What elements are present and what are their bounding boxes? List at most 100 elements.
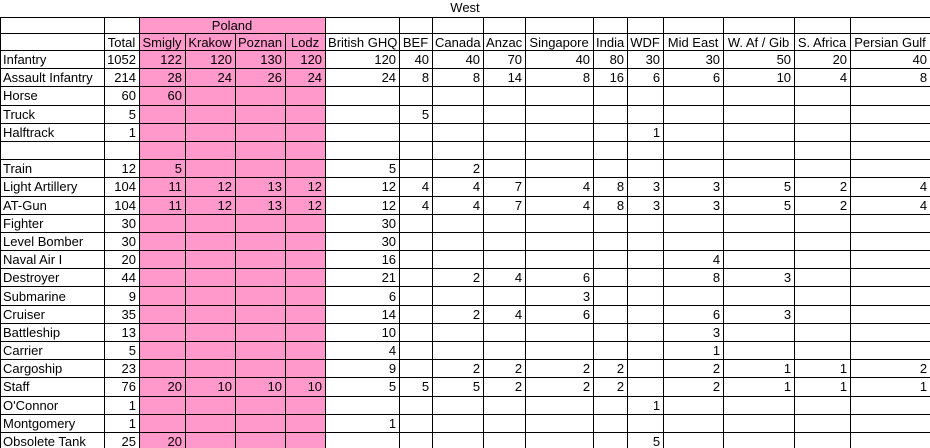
cell-obsolete-tank-wdf[interactable]: 5: [627, 431, 665, 448]
cell-staff-persian-gulf[interactable]: 1: [850, 377, 930, 397]
poland-group-header-cell[interactable]: Poland: [138, 17, 327, 34]
cell-horse-krakow[interactable]: [185, 86, 236, 106]
cell-naval-air-i-wdf[interactable]: [627, 250, 665, 270]
cell-train-british-ghq[interactable]: 5: [325, 159, 401, 179]
cell-carrier-s-africa[interactable]: [794, 340, 852, 361]
group-spacer-cell[interactable]: [627, 17, 665, 34]
cell-carrier-smigly[interactable]: [139, 340, 186, 361]
cell-submarine-persian-gulf[interactable]: [850, 286, 930, 306]
sheet-title-cell[interactable]: West: [450, 0, 480, 15]
cell-light-artillery-anzac[interactable]: 7: [483, 177, 527, 197]
cell-horse-persian-gulf[interactable]: [850, 86, 930, 106]
cell-cruiser-canada[interactable]: 2: [432, 304, 485, 324]
cell-naval-air-i-lodz[interactable]: [284, 250, 327, 270]
cell-assault-infantry-total[interactable]: 214: [104, 68, 140, 88]
row-label-fighter[interactable]: Fighter: [0, 213, 105, 233]
cell-carrier-poznan[interactable]: [235, 340, 286, 361]
cell-assault-infantry-india[interactable]: 16: [593, 68, 629, 88]
cell-blank-w-af-gib[interactable]: [723, 140, 796, 161]
cell-at-gun-wdf[interactable]: 3: [627, 195, 665, 215]
cell-montgomery-mid-east[interactable]: [663, 413, 725, 433]
cell-battleship-mid-east[interactable]: 3: [663, 322, 725, 343]
cell-at-gun-singapore[interactable]: 4: [525, 195, 595, 215]
cell-train-india[interactable]: [593, 159, 629, 179]
cell-infantry-india[interactable]: 80: [593, 49, 629, 70]
cell-staff-bef[interactable]: 5: [399, 377, 434, 397]
cell-cargoship-canada[interactable]: 2: [432, 359, 485, 379]
cell-obsolete-tank-bef[interactable]: [399, 431, 434, 448]
cell-staff-anzac[interactable]: 2: [483, 377, 527, 397]
cell-horse-s-africa[interactable]: [794, 86, 852, 106]
cell-horse-canada[interactable]: [432, 86, 485, 106]
cell-carrier-persian-gulf[interactable]: [850, 340, 930, 361]
cell-at-gun-poznan[interactable]: 13: [235, 195, 286, 215]
cell-fighter-anzac[interactable]: [483, 213, 527, 233]
cell-train-krakow[interactable]: [185, 159, 236, 179]
cell-naval-air-i-total[interactable]: 20: [104, 250, 140, 270]
cell-infantry-bef[interactable]: 40: [399, 49, 434, 70]
column-header-bef[interactable]: BEF: [399, 33, 434, 51]
cell-cruiser-poznan[interactable]: [235, 304, 286, 324]
cell-battleship-poznan[interactable]: [235, 322, 286, 343]
cell-carrier-w-af-gib[interactable]: [723, 340, 796, 361]
cell-train-poznan[interactable]: [235, 159, 286, 179]
cell-fighter-wdf[interactable]: [627, 213, 665, 233]
cell-assault-infantry-bef[interactable]: 8: [399, 68, 434, 88]
cell-level-bomber-s-africa[interactable]: [794, 231, 852, 252]
cell-naval-air-i-bef[interactable]: [399, 250, 434, 270]
corner-cell[interactable]: [0, 17, 105, 34]
cell-assault-infantry-s-africa[interactable]: 4: [794, 68, 852, 88]
cell-obsolete-tank-smigly[interactable]: 20: [139, 431, 186, 448]
group-spacer-cell[interactable]: [104, 17, 140, 34]
cell-destroyer-s-africa[interactable]: [794, 268, 852, 288]
cell-fighter-mid-east[interactable]: [663, 213, 725, 233]
cell-staff-british-ghq[interactable]: 5: [325, 377, 401, 397]
cell-horse-wdf[interactable]: [627, 86, 665, 106]
cell-destroyer-india[interactable]: [593, 268, 629, 288]
cell-infantry-total[interactable]: 1052: [104, 49, 140, 70]
column-header-blank[interactable]: [0, 33, 105, 51]
cell-train-singapore[interactable]: [525, 159, 595, 179]
cell-halftrack-w-af-gib[interactable]: [723, 122, 796, 142]
row-label-horse[interactable]: Horse: [0, 86, 105, 106]
cell-train-bef[interactable]: [399, 159, 434, 179]
cell-halftrack-lodz[interactable]: [284, 122, 327, 142]
cell-cargoship-india[interactable]: 2: [593, 359, 629, 379]
cell-cargoship-british-ghq[interactable]: 9: [325, 359, 401, 379]
cell-fighter-lodz[interactable]: [284, 213, 327, 233]
row-label-obsolete-tank[interactable]: Obsolete Tank: [0, 431, 105, 448]
cell-destroyer-wdf[interactable]: [627, 268, 665, 288]
cell-naval-air-i-mid-east[interactable]: 4: [663, 250, 725, 270]
cell-montgomery-total[interactable]: 1: [104, 413, 140, 433]
cell-destroyer-british-ghq[interactable]: 21: [325, 268, 401, 288]
cell-truck-india[interactable]: [593, 104, 629, 124]
cell-blank-canada[interactable]: [432, 140, 485, 161]
column-header-singapore[interactable]: Singapore: [525, 33, 595, 51]
cell-obsolete-tank-persian-gulf[interactable]: [850, 431, 930, 448]
cell-horse-mid-east[interactable]: [663, 86, 725, 106]
cell-submarine-lodz[interactable]: [284, 286, 327, 306]
cell-assault-infantry-mid-east[interactable]: 6: [663, 68, 725, 88]
group-spacer-cell[interactable]: [525, 17, 595, 34]
row-label-cruiser[interactable]: Cruiser: [0, 304, 105, 324]
cell-naval-air-i-persian-gulf[interactable]: [850, 250, 930, 270]
cell-halftrack-anzac[interactable]: [483, 122, 527, 142]
cell-o-connor-canada[interactable]: [432, 395, 485, 415]
cell-montgomery-british-ghq[interactable]: 1: [325, 413, 401, 433]
cell-montgomery-singapore[interactable]: [525, 413, 595, 433]
cell-fighter-british-ghq[interactable]: 30: [325, 213, 401, 233]
cell-cargoship-w-af-gib[interactable]: 1: [723, 359, 796, 379]
cell-submarine-mid-east[interactable]: [663, 286, 725, 306]
cell-naval-air-i-canada[interactable]: [432, 250, 485, 270]
cell-o-connor-poznan[interactable]: [235, 395, 286, 415]
cell-submarine-canada[interactable]: [432, 286, 485, 306]
cell-at-gun-anzac[interactable]: 7: [483, 195, 527, 215]
cell-battleship-british-ghq[interactable]: 10: [325, 322, 401, 343]
row-label-carrier[interactable]: Carrier: [0, 340, 105, 361]
cell-halftrack-bef[interactable]: [399, 122, 434, 142]
cell-fighter-poznan[interactable]: [235, 213, 286, 233]
column-header-s-africa[interactable]: S. Africa: [794, 33, 852, 51]
group-spacer-cell[interactable]: [723, 17, 796, 34]
cell-light-artillery-india[interactable]: 8: [593, 177, 629, 197]
cell-blank-anzac[interactable]: [483, 140, 527, 161]
